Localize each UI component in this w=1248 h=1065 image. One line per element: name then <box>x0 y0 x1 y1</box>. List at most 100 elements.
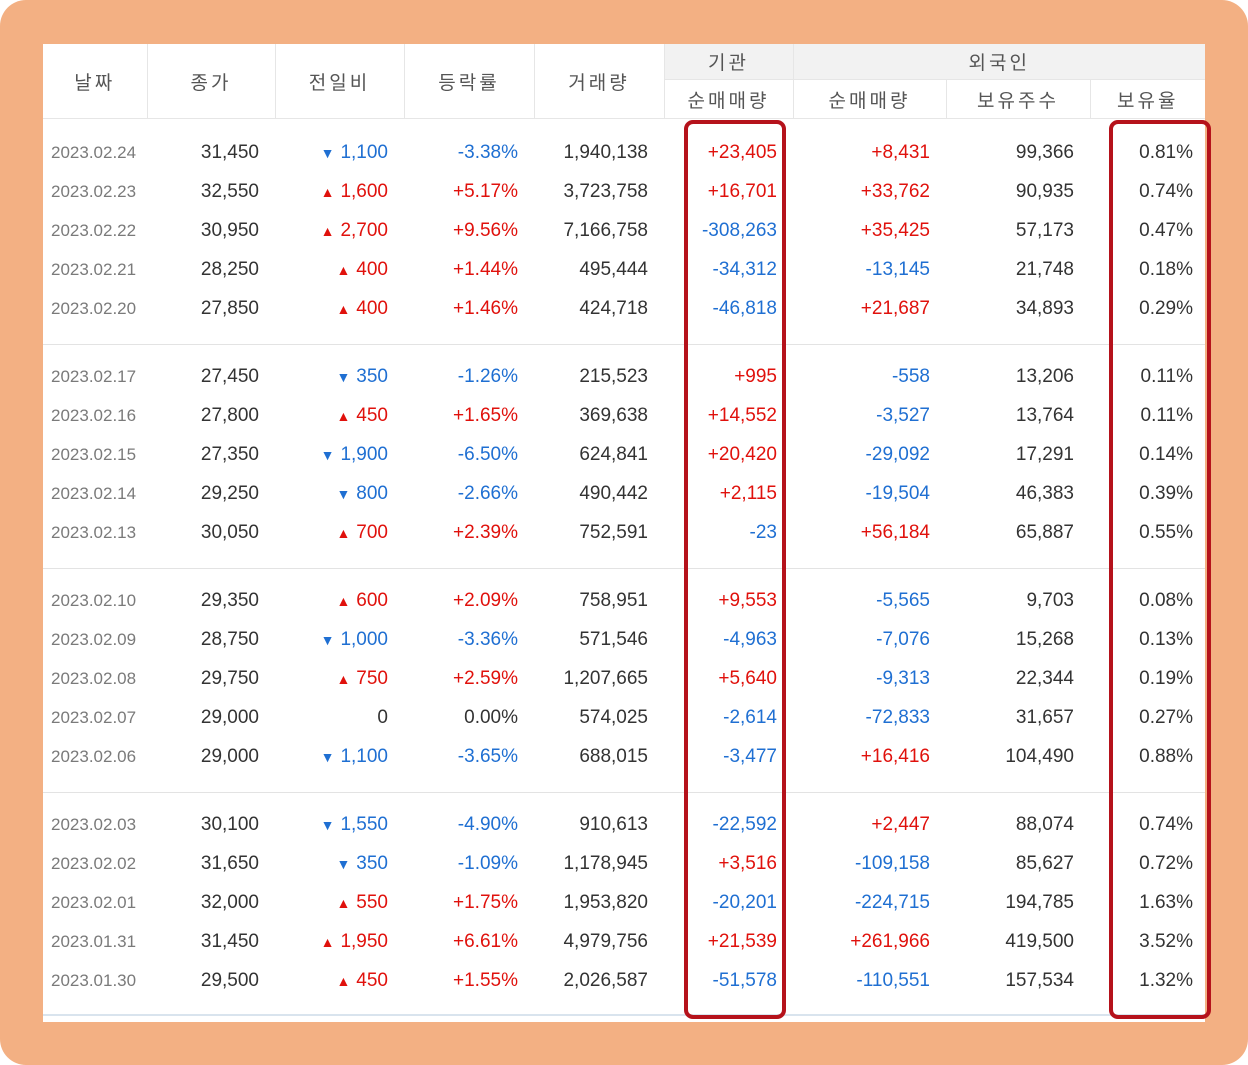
foreign-net-cell: +33,762 <box>860 180 930 202</box>
triangle-down-icon: ▼ <box>336 368 351 385</box>
highlight-box-institution <box>684 120 786 1019</box>
date-cell: 2023.02.15 <box>51 444 137 464</box>
foreign-net-cell: -110,551 <box>856 969 930 991</box>
inst-net-cell: +16,701 <box>707 180 777 202</box>
table-row: 2023.02.08 29,750 ▲ 750 +2.59% 1,207,665 +5,64… <box>43 659 1205 698</box>
rate-cell: -1.26% <box>457 365 518 387</box>
highlight-box-holding-ratio <box>1109 120 1211 1019</box>
triangle-up-icon: ▲ <box>336 592 351 609</box>
date-cell: 2023.02.02 <box>51 853 137 873</box>
holdings-cell: 22,344 <box>1015 667 1074 689</box>
holdings-cell: 104,490 <box>1005 745 1074 767</box>
date-cell: 2023.02.07 <box>51 707 137 727</box>
table-row: 2023.02.21 28,250 ▲ 400 +1.44% 495,444 -34,312… <box>43 250 1205 289</box>
volume-cell: 688,015 <box>579 745 648 767</box>
foreign-net-cell: -72,833 <box>865 706 930 728</box>
holding-ratio-cell: 0.74% <box>1139 180 1194 202</box>
header-gap <box>43 119 1205 134</box>
close-cell: 31,450 <box>200 930 259 952</box>
close-cell: 27,850 <box>200 297 259 319</box>
header-foreign-net: 순매매량 <box>793 79 947 119</box>
header-date: 날짜 <box>43 44 148 119</box>
header-rate: 등락률 <box>404 44 535 119</box>
change-value: 800 <box>356 482 388 504</box>
volume-cell: 1,940,138 <box>563 141 648 163</box>
close-cell: 30,050 <box>200 521 259 543</box>
group-separator-cell <box>43 552 1205 569</box>
change-cell: 0 <box>275 698 404 737</box>
foreign-net-cell: +56,184 <box>860 521 930 543</box>
foreign-net-cell: +16,416 <box>860 745 930 767</box>
holding-ratio-cell: 0.39% <box>1139 482 1194 504</box>
change-value: 350 <box>356 365 388 387</box>
inst-net-cell: +5,640 <box>718 667 777 689</box>
date-cell: 2023.02.08 <box>51 668 137 688</box>
inst-net-cell: -34,312 <box>712 258 777 280</box>
inst-net-cell: +995 <box>734 365 777 387</box>
change-value: 750 <box>356 667 388 689</box>
rate-cell: +5.17% <box>453 180 518 202</box>
change-cell: ▼ 1,550 <box>275 805 404 844</box>
holding-ratio-cell: 0.74% <box>1139 813 1194 835</box>
foreign-net-cell: -3,527 <box>876 404 930 426</box>
foreign-net-cell: -224,715 <box>854 891 930 913</box>
date-cell: 2023.02.03 <box>51 814 137 834</box>
investor-trading-table: 날짜 종가 전일비 등락률 거래량 기관 외국인 순매매량 순매매량 보유주수 … <box>43 44 1205 1000</box>
group-gap-cell <box>43 345 1205 358</box>
change-cell: ▼ 1,900 <box>275 435 404 474</box>
close-cell: 31,650 <box>200 852 259 874</box>
rate-cell: -4.90% <box>457 813 518 835</box>
volume-cell: 910,613 <box>579 813 648 835</box>
holdings-cell: 194,785 <box>1005 891 1074 913</box>
holdings-cell: 157,534 <box>1005 969 1074 991</box>
inst-net-cell: -23 <box>749 521 777 543</box>
inst-net-cell: -3,477 <box>723 745 777 767</box>
volume-cell: 2,026,587 <box>563 969 648 991</box>
change-value: 400 <box>356 258 388 280</box>
holdings-cell: 90,935 <box>1015 180 1074 202</box>
rate-cell: -2.66% <box>457 482 518 504</box>
group-separator <box>43 776 1205 793</box>
foreign-net-cell: +21,687 <box>860 297 930 319</box>
foreign-net-cell: +2,447 <box>871 813 930 835</box>
triangle-up-icon: ▲ <box>336 670 351 687</box>
change-value: 400 <box>356 297 388 319</box>
triangle-up-icon: ▲ <box>320 933 335 950</box>
table-row: 2023.02.02 31,650 ▼ 350 -1.09% 1,178,945 +3,51… <box>43 844 1205 883</box>
change-value: 550 <box>356 891 388 913</box>
foreign-net-cell: -109,158 <box>854 852 930 874</box>
change-value: 450 <box>356 969 388 991</box>
header-foreign: 외국인 <box>793 44 1205 80</box>
date-cell: 2023.02.01 <box>51 892 137 912</box>
inst-net-cell: +20,420 <box>707 443 777 465</box>
table-row: 2023.02.03 30,100 ▼ 1,550 -4.90% 910,613 -22,5… <box>43 805 1205 844</box>
holding-ratio-cell: 0.14% <box>1139 443 1194 465</box>
rate-cell: 0.00% <box>464 706 518 728</box>
rate-cell: +2.59% <box>453 667 518 689</box>
header-change: 전일비 <box>275 44 405 119</box>
close-cell: 32,550 <box>200 180 259 202</box>
group-separator-cell <box>43 776 1205 793</box>
volume-cell: 574,025 <box>579 706 648 728</box>
inst-net-cell: -308,263 <box>701 219 777 241</box>
close-cell: 28,750 <box>200 628 259 650</box>
holdings-cell: 65,887 <box>1015 521 1074 543</box>
header-holdings: 보유주수 <box>946 79 1091 119</box>
date-cell: 2023.02.20 <box>51 298 137 318</box>
date-cell: 2023.02.23 <box>51 181 137 201</box>
change-cell: ▼ 350 <box>275 357 404 396</box>
table-header: 날짜 종가 전일비 등락률 거래량 기관 외국인 순매매량 순매매량 보유주수 … <box>43 44 1205 119</box>
volume-cell: 571,546 <box>579 628 648 650</box>
change-value: 600 <box>356 589 388 611</box>
change-cell: ▼ 1,100 <box>275 133 404 172</box>
triangle-down-icon: ▼ <box>320 446 335 463</box>
close-cell: 27,800 <box>200 404 259 426</box>
triangle-down-icon: ▼ <box>336 855 351 872</box>
inst-net-cell: +23,405 <box>707 141 777 163</box>
inst-net-cell: -2,614 <box>723 706 777 728</box>
change-value: 700 <box>356 521 388 543</box>
table-row: 2023.02.22 30,950 ▲ 2,700 +9.56% 7,166,758 -30… <box>43 211 1205 250</box>
close-cell: 29,500 <box>200 969 259 991</box>
header-close: 종가 <box>147 44 276 119</box>
